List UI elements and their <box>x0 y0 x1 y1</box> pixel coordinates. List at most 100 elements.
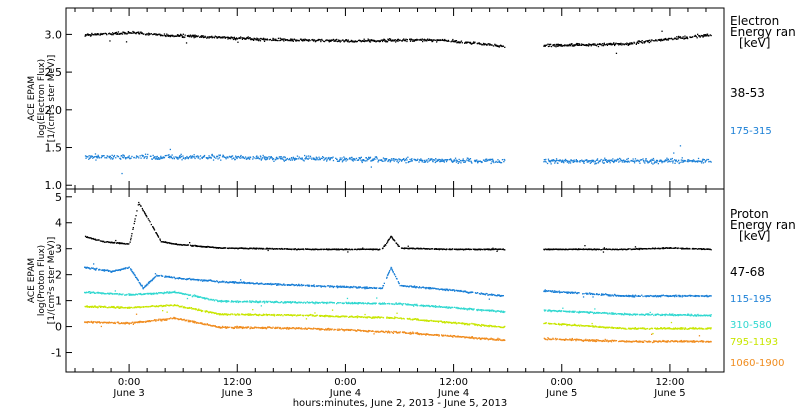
data-point <box>463 161 465 163</box>
data-point <box>293 284 295 286</box>
data-point <box>451 40 454 42</box>
data-point <box>249 281 251 284</box>
data-point <box>432 248 434 250</box>
data-point <box>594 308 596 310</box>
data-point <box>652 247 655 250</box>
data-point <box>634 248 636 250</box>
data-point <box>223 280 225 283</box>
data-point <box>94 153 97 155</box>
data-point <box>298 248 300 250</box>
data-point <box>624 295 627 297</box>
data-point <box>365 157 367 159</box>
data-point <box>108 156 110 158</box>
data-point <box>452 306 454 309</box>
data-point <box>562 161 564 163</box>
data-point <box>385 158 387 160</box>
data-point <box>277 283 280 285</box>
data-point <box>642 248 645 250</box>
data-point <box>493 294 495 296</box>
data-point <box>189 155 192 157</box>
data-point <box>388 271 390 273</box>
data-point <box>365 286 367 288</box>
data-point <box>227 157 229 159</box>
data-point <box>106 293 108 295</box>
data-point <box>94 305 96 307</box>
data-point <box>488 293 490 296</box>
data-point <box>421 38 423 40</box>
data-point <box>189 242 191 244</box>
data-point <box>623 312 626 314</box>
data-point <box>136 31 138 34</box>
data-point <box>567 249 569 251</box>
data-point <box>258 40 260 42</box>
data-point <box>220 159 222 161</box>
data-point <box>158 33 160 35</box>
data-point <box>466 308 468 310</box>
data-point <box>502 311 504 313</box>
data-point <box>592 159 595 162</box>
data-point <box>467 157 469 159</box>
data-point <box>201 279 203 281</box>
data-point <box>347 251 349 253</box>
data-point <box>421 161 423 163</box>
data-point <box>245 158 248 160</box>
data-point <box>231 158 233 160</box>
data-point <box>210 298 212 301</box>
data-point <box>573 159 575 161</box>
data-point <box>164 155 166 157</box>
data-point <box>418 161 420 163</box>
data-point <box>280 156 282 158</box>
data-point <box>248 157 250 159</box>
data-point <box>403 38 405 40</box>
data-point <box>202 280 204 282</box>
data-point <box>122 293 124 295</box>
data-point <box>389 303 391 305</box>
data-point <box>152 226 154 228</box>
data-point <box>121 307 124 309</box>
data-point <box>308 39 310 41</box>
data-point <box>402 158 404 161</box>
data-point <box>336 303 338 305</box>
data-point <box>224 36 226 38</box>
data-point <box>149 33 151 35</box>
data-point <box>409 158 411 161</box>
data-point <box>428 304 430 307</box>
data-point <box>338 286 340 288</box>
data-point <box>392 303 394 305</box>
data-point <box>301 157 303 159</box>
data-point <box>311 158 313 160</box>
data-point <box>641 159 643 161</box>
data-point <box>165 292 167 294</box>
data-point <box>672 160 674 162</box>
data-point <box>130 235 133 237</box>
data-point <box>547 309 550 311</box>
data-point <box>576 292 578 295</box>
data-point <box>589 162 591 164</box>
data-point <box>324 158 326 160</box>
data-point <box>264 38 266 40</box>
data-point <box>387 160 389 163</box>
data-point <box>276 39 278 42</box>
data-point <box>434 159 436 161</box>
data-point <box>468 159 471 161</box>
data-point <box>583 293 585 295</box>
data-point <box>247 301 249 303</box>
data-point <box>266 301 268 303</box>
data-point <box>601 249 603 251</box>
data-point <box>388 272 390 274</box>
data-point <box>98 239 100 241</box>
data-point <box>215 157 217 159</box>
data-point <box>618 249 620 251</box>
data-point <box>289 39 291 42</box>
data-point <box>486 293 488 295</box>
data-point <box>109 270 111 272</box>
data-point <box>292 248 294 250</box>
data-point <box>141 154 143 157</box>
data-point <box>602 45 605 47</box>
data-point <box>502 310 504 312</box>
data-point <box>146 33 148 35</box>
data-point <box>682 37 684 39</box>
data-point <box>165 154 167 157</box>
data-point <box>367 38 369 40</box>
